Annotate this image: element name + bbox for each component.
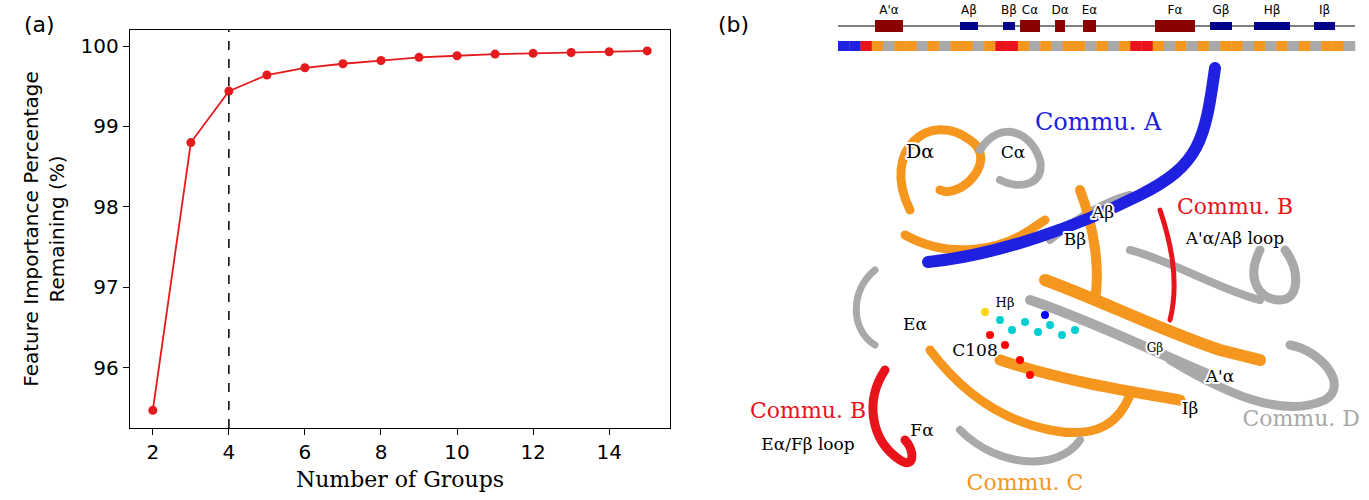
svg-text:Commu. B: Commu. B xyxy=(1177,194,1293,219)
svg-text:Dα: Dα xyxy=(906,140,934,162)
svg-text:Eα: Eα xyxy=(903,314,927,334)
svg-text:A'α: A'α xyxy=(1205,366,1235,386)
svg-text:Hβ: Hβ xyxy=(996,295,1015,310)
svg-text:(b): (b) xyxy=(718,12,749,37)
svg-text:4: 4 xyxy=(223,440,236,464)
svg-text:8: 8 xyxy=(375,440,388,464)
svg-text:Hβ: Hβ xyxy=(1264,3,1281,17)
svg-text:14: 14 xyxy=(596,440,621,464)
svg-text:Commu. D: Commu. D xyxy=(1242,406,1360,431)
svg-text:A'α/Aβ loop: A'α/Aβ loop xyxy=(1185,228,1285,248)
svg-text:Eα/Fβ loop: Eα/Fβ loop xyxy=(761,434,855,454)
svg-text:Gβ: Gβ xyxy=(1147,341,1164,355)
svg-text:Iβ: Iβ xyxy=(1182,398,1199,418)
svg-text:10: 10 xyxy=(444,440,469,464)
svg-text:Feature Importance PercentageR: Feature Importance PercentageRemaining (… xyxy=(19,71,69,386)
svg-text:Dα: Dα xyxy=(1051,3,1068,17)
svg-text:97: 97 xyxy=(93,275,118,299)
svg-text:Iβ: Iβ xyxy=(1319,3,1330,17)
svg-text:Eα: Eα xyxy=(1082,3,1098,17)
svg-text:(a): (a) xyxy=(24,12,55,37)
svg-text:6: 6 xyxy=(299,440,312,464)
svg-text:Number of Groups: Number of Groups xyxy=(296,467,504,492)
svg-text:Aβ: Aβ xyxy=(1091,202,1114,222)
svg-text:A'α: A'α xyxy=(879,3,899,17)
svg-text:100: 100 xyxy=(81,34,119,58)
svg-text:12: 12 xyxy=(520,440,545,464)
svg-text:99: 99 xyxy=(93,114,118,138)
svg-text:Bβ: Bβ xyxy=(1064,229,1086,249)
svg-text:Commu. B: Commu. B xyxy=(750,398,866,423)
svg-text:Cα: Cα xyxy=(1022,3,1038,17)
svg-text:Fα: Fα xyxy=(910,420,934,440)
svg-text:Fα: Fα xyxy=(1168,3,1183,17)
svg-text:C108: C108 xyxy=(952,340,997,360)
svg-text:Commu. C: Commu. C xyxy=(967,470,1084,495)
svg-text:Commu. A: Commu. A xyxy=(1035,108,1162,136)
svg-text:96: 96 xyxy=(93,356,118,380)
svg-text:2: 2 xyxy=(146,440,159,464)
svg-text:Bβ: Bβ xyxy=(1001,3,1017,17)
svg-text:98: 98 xyxy=(93,195,118,219)
svg-text:Aβ: Aβ xyxy=(961,3,977,17)
svg-text:Gβ: Gβ xyxy=(1213,3,1230,17)
svg-text:Cα: Cα xyxy=(1001,142,1026,162)
